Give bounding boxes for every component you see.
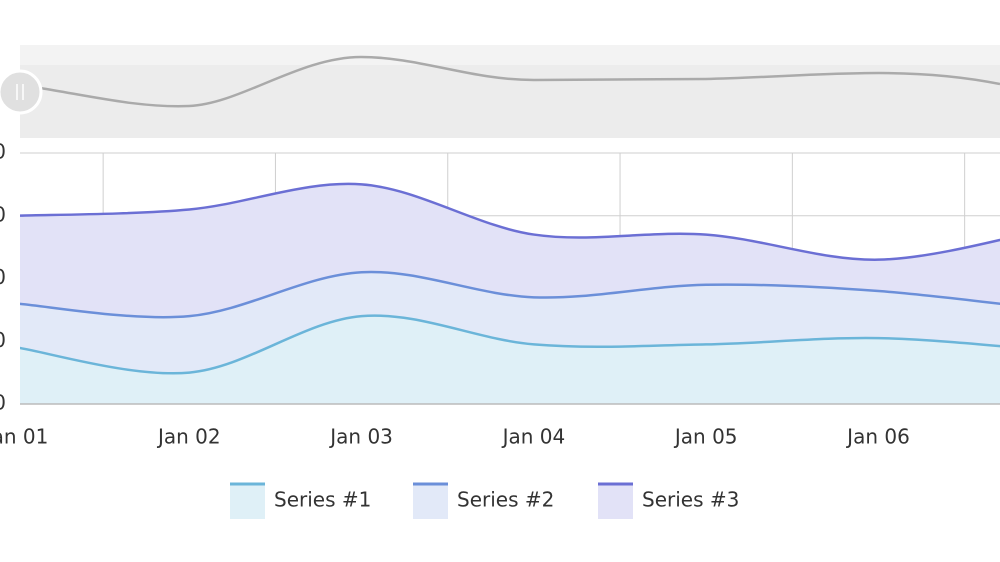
legend-label[interactable]: Series #3 [642,488,739,512]
series-line [20,270,1000,319]
x-tick-label: Jan 01 [0,425,48,449]
legend-label[interactable]: Series #2 [457,488,554,512]
areas [20,182,1000,405]
legend-swatch [598,483,633,519]
y-tick-label: 30 [0,202,6,226]
navigator-line [39,55,1000,108]
area [20,315,1000,405]
legend-swatch [230,483,265,519]
y-tick-label: 40 [0,140,6,164]
y-tick-label: 20 [0,265,6,289]
y-tick-label: 0 [0,391,6,415]
legend-label[interactable]: Series #1 [274,488,371,512]
x-tick-label: Jan 02 [156,425,221,449]
x-tick-label: Jan 06 [845,425,910,449]
legend-swatch [413,483,448,519]
x-tick-label: Jan 03 [328,425,393,449]
navigator-handle[interactable] [0,69,43,115]
series-line [20,182,1000,261]
y-tick-label: 10 [0,328,6,352]
series-line [20,314,1000,375]
x-tick-label: Jan 04 [501,425,566,449]
x-tick-label: Jan 05 [673,425,738,449]
navigator-top [20,45,1000,65]
